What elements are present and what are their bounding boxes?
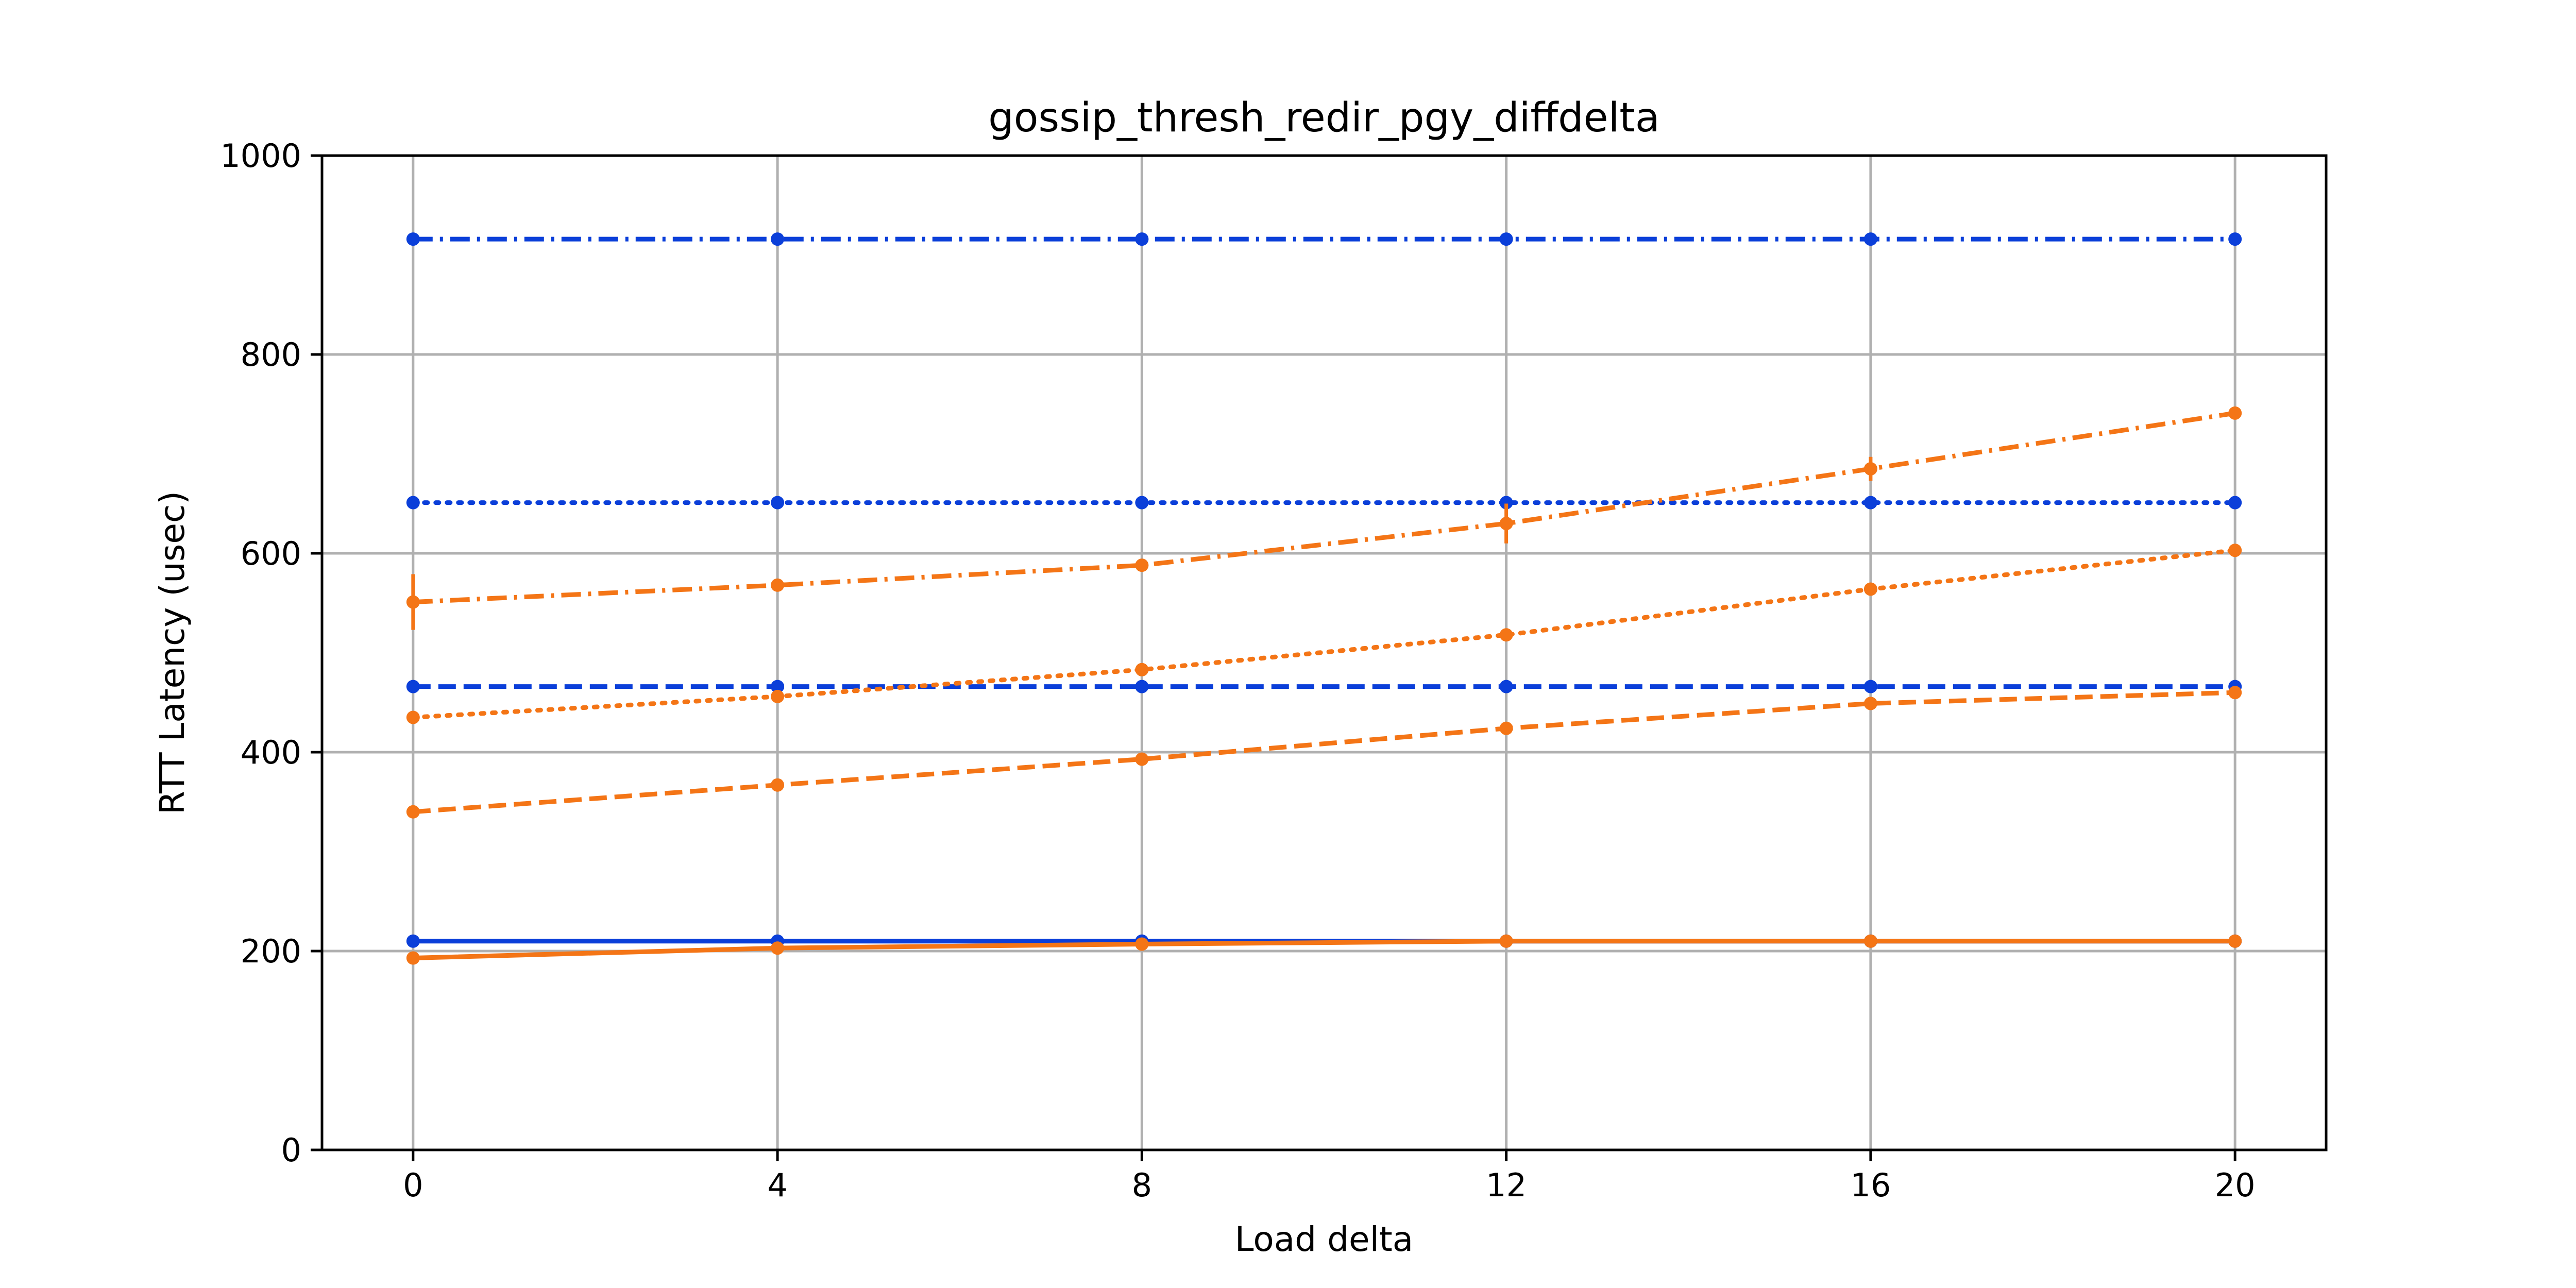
x-tick-label: 4 <box>767 1166 787 1204</box>
y-tick-label: 600 <box>241 535 301 572</box>
data-point <box>406 710 420 724</box>
data-point <box>1499 232 1513 246</box>
data-point <box>771 689 785 703</box>
data-point <box>1863 462 1877 476</box>
data-point <box>2228 934 2242 948</box>
y-axis-label: RTT Latency (usec) <box>152 491 192 815</box>
data-point <box>771 496 785 510</box>
data-point <box>2228 496 2242 510</box>
data-point <box>2228 686 2242 700</box>
series-orange-solid <box>406 934 2242 965</box>
data-point <box>1135 680 1149 693</box>
series-orange-dashed <box>406 686 2242 819</box>
data-point <box>406 496 420 510</box>
chart-title: gossip_thresh_redir_pgy_diffdelta <box>988 95 1659 141</box>
series-line <box>411 548 2238 720</box>
data-point <box>1863 680 1877 693</box>
data-point <box>1863 582 1877 596</box>
y-tick-label: 0 <box>281 1131 301 1169</box>
data-point <box>1499 721 1513 735</box>
data-point <box>1135 558 1149 572</box>
x-axis-label: Load delta <box>1235 1219 1413 1259</box>
data-point <box>406 805 420 819</box>
x-tick-label: 16 <box>1850 1166 1891 1204</box>
data-point <box>2228 544 2242 557</box>
data-point <box>1135 496 1149 510</box>
data-point <box>1135 663 1149 676</box>
plot-frame <box>320 154 2328 1151</box>
data-point <box>1499 628 1513 642</box>
series-blue-dashed <box>406 680 2242 693</box>
data-point <box>2228 232 2242 246</box>
data-point <box>406 951 420 965</box>
series-orange-dotted <box>406 544 2242 724</box>
y-tick-label: 200 <box>241 933 301 970</box>
data-point <box>1863 232 1877 246</box>
series-blue-dashdot <box>406 232 2242 246</box>
data-point <box>1499 496 1513 510</box>
data-point <box>1499 517 1513 531</box>
data-point <box>771 680 785 693</box>
data-point <box>406 680 420 693</box>
data-point <box>771 941 785 955</box>
x-tick-label: 12 <box>1486 1166 1527 1204</box>
y-tick-label: 1000 <box>220 137 301 175</box>
data-point <box>1499 680 1513 693</box>
x-tick-label: 8 <box>1132 1166 1152 1204</box>
series-line <box>413 690 2235 815</box>
data-point <box>1863 934 1877 948</box>
data-point <box>771 232 785 246</box>
data-point <box>1135 752 1149 766</box>
series-orange-dashdot <box>406 406 2242 630</box>
data-point <box>1863 697 1877 710</box>
data-point <box>771 778 785 792</box>
series-blue-dotted <box>406 496 2242 510</box>
y-tick-label: 400 <box>241 734 301 771</box>
series-line <box>413 411 2235 605</box>
x-tick-label: 0 <box>403 1166 423 1204</box>
series-line <box>413 939 2235 960</box>
data-point <box>1135 232 1149 246</box>
series-layer <box>406 232 2242 965</box>
data-point <box>406 934 420 948</box>
data-point <box>406 595 420 609</box>
data-point <box>406 232 420 246</box>
data-point <box>1499 934 1513 948</box>
data-point <box>1863 496 1877 510</box>
y-tick-label: 800 <box>241 336 301 374</box>
data-point <box>2228 406 2242 420</box>
x-tick-label: 20 <box>2215 1166 2256 1204</box>
data-point <box>771 578 785 592</box>
data-point <box>1135 937 1149 951</box>
